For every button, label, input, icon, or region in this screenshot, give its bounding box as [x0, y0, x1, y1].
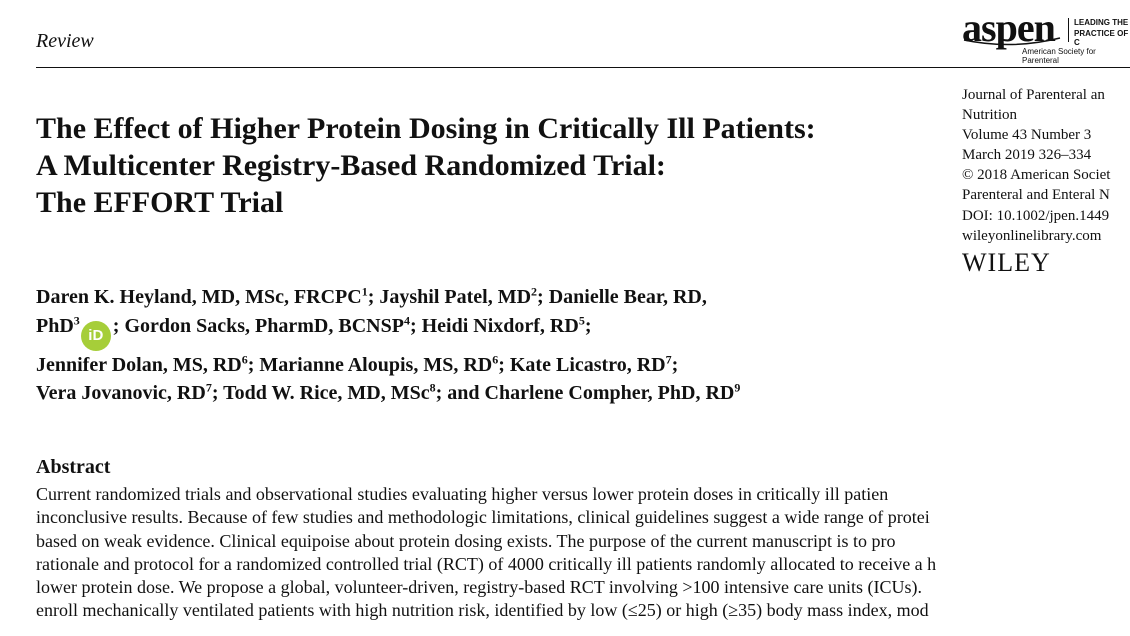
affiliation-mark: 7	[205, 380, 212, 395]
abstract-line: Current randomized trials and observatio…	[36, 484, 889, 504]
author-list: Daren K. Heyland, MD, MSc, FRCPC1; Jaysh…	[36, 283, 740, 408]
journal-info: Journal of Parenteral an Nutrition Volum…	[962, 85, 1110, 246]
author-licastro: ; Kate Licastro, RD	[498, 353, 666, 376]
aspen-logo: aspen LEADING THE PRACTICE OF C American…	[962, 5, 1130, 65]
journal-copyright-2: Parenteral and Enteral N	[962, 187, 1110, 204]
author-sacks: ; Gordon Sacks, PharmD, BCNSP	[112, 314, 404, 337]
journal-name-line-1: Journal of Parenteral an	[962, 87, 1105, 103]
title-line-3: The EFFORT Trial	[36, 186, 284, 219]
journal-name-line-2: Nutrition	[962, 107, 1017, 124]
author-jovanovic: Vera Jovanovic, RD	[36, 382, 206, 404]
abstract-line: rationale and protocol for a randomized …	[36, 553, 937, 574]
header-divider	[36, 67, 1130, 68]
journal-website[interactable]: wileyonlinelibrary.com	[962, 227, 1102, 244]
affiliation-mark: 5	[578, 312, 585, 327]
abstract-line: lower protein dose. We propose a global,…	[36, 577, 922, 598]
affiliation-mark: 2	[531, 284, 538, 299]
author-dolan: Jennifer Dolan, MS, RD	[36, 353, 242, 376]
author-aloupis: ; Marianne Aloupis, MS, RD	[247, 353, 493, 376]
author-line-1: Daren K. Heyland, MD, MSc, FRCPC1; Jaysh…	[36, 283, 740, 312]
author-heyland: Daren K. Heyland, MD, MSc, FRCPC	[36, 286, 362, 308]
author-line-2: PhD3 iD; Gordon Sacks, PharmD, BCNSP4; H…	[36, 312, 740, 351]
title-line-2: A Multicenter Registry-Based Randomized …	[36, 149, 666, 182]
abstract-body: Current randomized trials and observatio…	[36, 483, 1130, 623]
separator: ;	[584, 314, 592, 337]
abstract-line: based on weak evidence. Clinical equipoi…	[36, 530, 896, 551]
article-title: The Effect of Higher Protein Dosing in C…	[36, 110, 816, 221]
affiliation-mark: 7	[665, 351, 672, 366]
affiliation-mark: 6	[241, 351, 248, 366]
affiliation-mark: 1	[361, 284, 368, 299]
abstract-heading: Abstract	[36, 456, 111, 478]
journal-date-pages: March 2019 326–334	[962, 147, 1092, 164]
abstract-line: inconclusive results. Because of few stu…	[36, 507, 930, 528]
journal-volume: Volume 43 Number 3	[962, 127, 1092, 144]
author-bear-degree: PhD	[36, 314, 74, 337]
section-label: Review	[36, 30, 94, 52]
affiliation-mark: 3	[73, 312, 80, 327]
title-line-1: The Effect of Higher Protein Dosing in C…	[36, 112, 816, 145]
affiliation-mark: 6	[492, 351, 499, 366]
author-compher: ; and Charlene Compher, PhD, RD	[435, 382, 735, 404]
logo-tagline-1: LEADING THE	[1074, 18, 1129, 27]
logo-tagline-2: PRACTICE OF C	[1074, 29, 1129, 47]
affiliation-mark: 8	[429, 380, 436, 395]
logo-swoosh-icon	[963, 37, 1061, 46]
logo-subtitle: American Society for Parenteral	[1022, 47, 1096, 65]
author-patel: ; Jayshil Patel, MD	[367, 286, 532, 308]
author-line-4: Vera Jovanovic, RD7; Todd W. Rice, MD, M…	[36, 379, 740, 408]
journal-copyright: © 2018 American Societ	[962, 167, 1111, 184]
affiliation-mark: 9	[734, 380, 741, 395]
separator: ;	[671, 353, 679, 376]
wiley-logo: WILEY	[962, 248, 1051, 277]
abstract-line: enroll mechanically ventilated patients …	[36, 600, 929, 621]
journal-doi[interactable]: DOI: 10.1002/jpen.1449	[962, 207, 1110, 224]
author-nixdorf: ; Heidi Nixdorf, RD	[409, 314, 579, 337]
author-line-3: Jennifer Dolan, MS, RD6; Marianne Aloupi…	[36, 351, 740, 380]
author-bear: ; Danielle Bear, RD,	[537, 286, 707, 308]
affiliation-mark: 4	[403, 312, 410, 327]
orcid-icon[interactable]: iD	[80, 320, 111, 351]
author-rice: ; Todd W. Rice, MD, MSc	[211, 382, 430, 404]
logo-divider	[1068, 18, 1069, 42]
